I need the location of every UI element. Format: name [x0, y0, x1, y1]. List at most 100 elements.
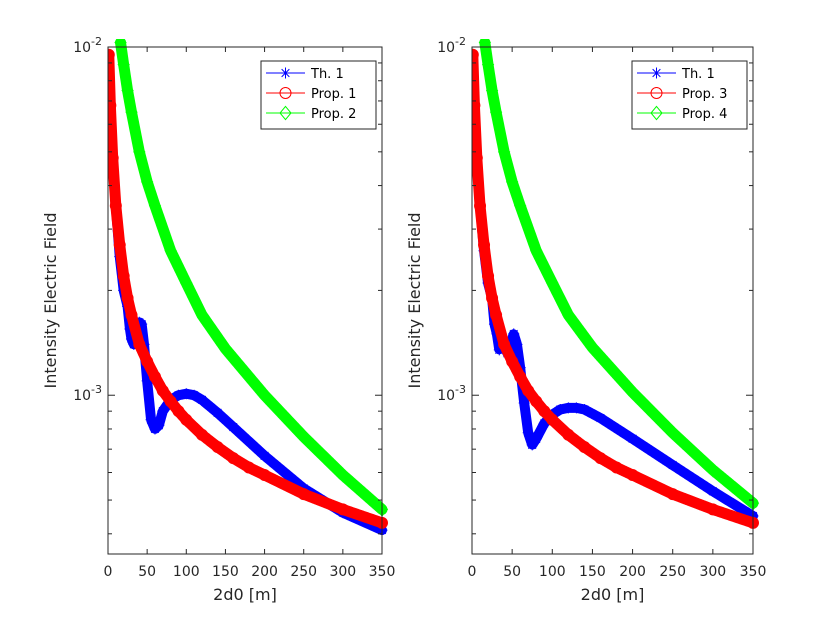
data-point	[506, 355, 519, 368]
series-group	[472, 39, 760, 529]
legend-entry: Prop. 3	[637, 87, 727, 102]
data-point	[180, 388, 192, 400]
data-point	[482, 269, 495, 282]
data-point	[164, 243, 177, 259]
series-band	[108, 49, 388, 529]
series-band	[472, 49, 758, 521]
data-point	[108, 152, 119, 164]
x-axis-label: 2d0 [m]	[581, 585, 645, 604]
axes-box	[107, 46, 383, 555]
series-prop-4	[478, 39, 760, 511]
data-point	[195, 428, 208, 441]
data-point	[336, 467, 350, 483]
x-tick-label: 0	[468, 564, 477, 580]
data-point	[485, 83, 499, 98]
data-point	[164, 395, 177, 408]
x-tick-label: 150	[212, 564, 239, 580]
y-axis-label: Intensity Electric Field	[405, 212, 424, 388]
data-point	[156, 384, 169, 397]
data-point	[153, 419, 165, 431]
series-prop-2	[114, 39, 389, 517]
data-point	[610, 461, 623, 474]
data-point	[125, 104, 138, 120]
data-point	[188, 389, 200, 401]
data-point	[114, 39, 127, 50]
data-point	[125, 308, 138, 321]
chart-panel-2: 0 50 100 150 200 250 300 350 10-2 10-3 2d0 [m] Inte…	[405, 35, 766, 604]
y-axis-label: Intensity Electric Field	[41, 212, 60, 388]
data-point	[578, 403, 590, 415]
data-point	[472, 48, 479, 61]
data-point	[125, 333, 137, 345]
data-point	[472, 99, 481, 112]
legend-label: Prop. 3	[682, 87, 727, 102]
data-point	[180, 413, 193, 426]
data-point	[530, 395, 543, 408]
data-point	[297, 429, 310, 445]
data-point	[145, 414, 157, 426]
data-point	[626, 469, 639, 482]
data-point	[707, 485, 719, 497]
series-group	[108, 39, 389, 536]
data-point	[594, 412, 606, 424]
data-point	[546, 275, 559, 291]
series-band	[479, 39, 759, 509]
data-point	[508, 328, 520, 340]
data-point	[136, 318, 148, 330]
data-point	[121, 292, 134, 305]
data-point	[227, 421, 239, 433]
data-point	[511, 338, 523, 350]
legend-marker	[280, 67, 291, 79]
data-point	[227, 452, 240, 465]
data-point	[562, 402, 574, 414]
data-point	[157, 405, 169, 417]
data-point	[219, 341, 232, 357]
data-point	[140, 174, 154, 190]
x-tick-label: 200	[251, 564, 278, 580]
data-point	[666, 425, 679, 441]
data-point	[258, 387, 271, 403]
legend-label: Th. 1	[681, 67, 715, 82]
legend-marker	[650, 105, 663, 121]
data-point	[666, 488, 679, 501]
data-point	[117, 57, 130, 73]
series-band	[115, 39, 388, 515]
data-point	[546, 413, 559, 426]
legend: Th. 1 Prop. 3 Prop. 4	[631, 60, 748, 130]
data-point	[538, 417, 550, 429]
data-point	[562, 428, 575, 441]
data-point	[514, 370, 527, 383]
data-point	[570, 402, 582, 414]
data-point	[141, 375, 153, 387]
data-point	[530, 433, 542, 445]
data-point	[497, 144, 511, 160]
x-tick-label: 350	[740, 564, 767, 580]
data-point	[195, 307, 209, 323]
data-point	[133, 144, 146, 160]
data-point	[490, 308, 503, 321]
data-point	[133, 338, 146, 351]
data-point	[562, 307, 575, 323]
data-point	[514, 198, 527, 214]
y-tick-label: 10-3	[73, 383, 102, 404]
legend-entry: Prop. 2	[266, 105, 356, 122]
data-point	[530, 243, 543, 259]
data-point	[172, 389, 184, 401]
data-point	[706, 503, 719, 516]
x-tick-label: 100	[173, 564, 200, 580]
legend-label: Prop. 1	[311, 87, 356, 102]
data-point	[148, 370, 161, 383]
data-point	[518, 397, 530, 409]
data-point	[108, 48, 115, 61]
data-point	[259, 450, 271, 462]
x-tick-label: 250	[659, 564, 686, 580]
data-point	[121, 83, 134, 98]
data-point	[594, 452, 607, 465]
data-point	[212, 407, 224, 419]
x-tick-label: 0	[104, 564, 113, 580]
x-tick-label: 350	[369, 564, 396, 580]
data-point	[474, 199, 487, 212]
x-tick-label: 100	[539, 564, 566, 580]
data-point	[505, 174, 519, 190]
x-axis-label: 2d0 [m]	[213, 585, 277, 604]
